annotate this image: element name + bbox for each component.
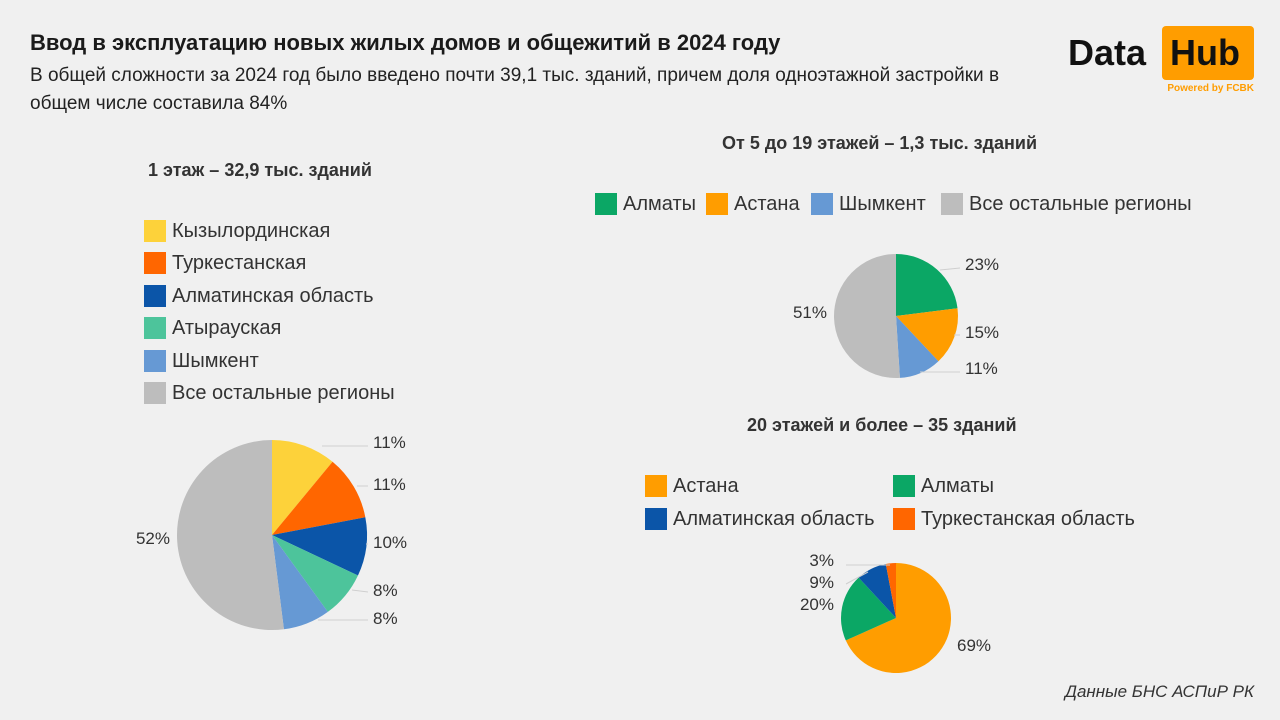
chart-3-legend-item-0: Астана	[645, 474, 739, 498]
chart-1-slice-5	[177, 440, 284, 630]
chart-2-legend-swatch-3	[941, 193, 963, 215]
chart-2-legend-item-2: Шымкент	[811, 192, 926, 216]
chart-3-data-label-2: 9%	[809, 573, 834, 592]
chart-1-legend-swatch-2	[144, 284, 166, 307]
chart-3-slice-2	[858, 563, 896, 618]
chart-3-legend-swatch-2	[645, 508, 667, 530]
chart-1-legend-label-0: Кызылординская	[172, 220, 331, 242]
chart-1-data-label-2: 10%	[373, 533, 407, 552]
chart-2-leader-0	[939, 267, 961, 271]
chart-2-legend-label-3: Все остальные регионы	[969, 193, 1192, 215]
chart-1-data-label-5: 52%	[136, 529, 170, 548]
chart-1-legend-label-5: Все остальные регионы	[172, 382, 395, 404]
chart-1-leader-3	[351, 589, 369, 593]
chart-3-legend-swatch-3	[893, 508, 915, 530]
chart-1-legend-label-1: Туркестанская	[172, 252, 307, 275]
chart-2-data-label-0: 23%	[965, 255, 999, 274]
chart-3-data-label-0: 69%	[957, 636, 991, 655]
chart-3-legend-label-0: Астана	[673, 475, 739, 497]
chart-1-legend-swatch-5	[144, 382, 166, 404]
chart-3-legend-label-3: Туркестанская область	[921, 508, 1135, 530]
chart-2-legend-label-1: Астана	[734, 193, 800, 215]
chart-3-legend-label-1: Алматы	[921, 475, 994, 497]
chart-3-data-label-1: 20%	[800, 595, 834, 614]
chart-1-legend-label-4: Шымкент	[172, 349, 259, 372]
chart-3-slice-0	[845, 563, 951, 673]
chart-1-legend-swatch-3	[144, 317, 166, 340]
chart-1-data-label-0: 11%	[373, 433, 406, 452]
chart-1-legend-item-2: Алматинская область	[144, 284, 374, 308]
chart-1-legend-swatch-4	[144, 349, 166, 372]
chart-1-data-label-1: 11%	[373, 475, 406, 494]
chart-2-slice-3	[833, 254, 900, 379]
chart-2-legend-label-0: Алматы	[623, 193, 696, 215]
logo-hub-word: Hub	[1170, 32, 1240, 73]
chart-1-legend-item-5: Все остальные регионы	[144, 381, 395, 405]
chart-1-data-label-3: 8%	[373, 581, 398, 600]
chart-1-legend-item-0: Кызылординская	[144, 219, 330, 243]
chart-2-data-label-1: 15%	[965, 323, 999, 342]
chart-2-legend-item-0: Алматы	[595, 192, 696, 216]
chart-1-slice-0	[272, 440, 333, 535]
page-title: Ввод в эксплуатацию новых жилых домов и …	[30, 30, 781, 55]
chart-2-legend-swatch-0	[595, 193, 617, 215]
chart-3-legend-swatch-1	[893, 475, 915, 497]
logo-powered-by: Powered by FCBK	[1167, 83, 1254, 94]
logo-data-word: Data	[1068, 32, 1147, 73]
chart-2-legend-swatch-2	[811, 193, 833, 215]
chart-2-data-label-3: 51%	[793, 303, 827, 322]
chart-1-legend-label-3: Атырауская	[172, 317, 282, 340]
chart-3-leader-2	[845, 571, 869, 585]
chart-3-slice-1	[841, 577, 896, 641]
chart-2-data-label-2: 11%	[965, 359, 998, 378]
chart-2-title: От 5 до 19 этажей – 1,3 тыс. зданий	[722, 133, 1038, 153]
chart-3-data-label-3: 3%	[809, 551, 834, 570]
datahub-logo: Data Hub Powered by FCBK	[1066, 26, 1256, 98]
logo-hub-box	[1162, 26, 1254, 80]
chart-3-title: 20 этажей и более – 35 зданий	[747, 415, 1017, 435]
chart-1-legend-swatch-1	[144, 252, 166, 275]
chart-1-slice-2	[272, 517, 367, 576]
chart-2-slice-2	[896, 316, 939, 378]
chart-3-legend-label-2: Алматинская область	[673, 508, 875, 530]
chart-3-legend-swatch-0	[645, 475, 667, 497]
chart-2-legend-label-2: Шымкент	[839, 193, 926, 215]
chart-1-slice-3	[272, 535, 358, 612]
chart-2-legend-swatch-1	[706, 193, 728, 215]
chart-1-legend-swatch-0	[144, 220, 166, 242]
chart-1-legend-label-2: Алматинская область	[172, 284, 374, 307]
chart-3-legend-item-3: Туркестанская область	[893, 507, 1135, 531]
chart-1-legend-item-4: Шымкент	[144, 349, 259, 373]
chart-1-data-label-4: 8%	[373, 609, 398, 628]
chart-1-legend-item-3: Атырауская	[144, 316, 281, 340]
chart-3-slice-3	[885, 563, 896, 618]
chart-1-title: 1 этаж – 32,9 тыс. зданий	[148, 160, 372, 180]
chart-1-slice-1	[272, 461, 366, 535]
page-subtitle: В общей сложности за 2024 год было введе…	[30, 65, 1000, 114]
chart-1-slice-4	[272, 535, 328, 630]
chart-2-legend-item-1: Астана	[706, 192, 800, 216]
chart-2-slice-1	[896, 308, 958, 362]
chart-1-legend-item-1: Туркестанская	[144, 251, 306, 275]
chart-3-legend-item-1: Алматы	[893, 474, 994, 498]
chart-2-legend-item-3: Все остальные регионы	[941, 192, 1192, 216]
data-source-note: Данные БНС АСПиР РК	[1064, 682, 1254, 701]
chart-3-legend-item-2: Алматинская область	[645, 507, 875, 531]
chart-2-slice-0	[896, 254, 958, 316]
